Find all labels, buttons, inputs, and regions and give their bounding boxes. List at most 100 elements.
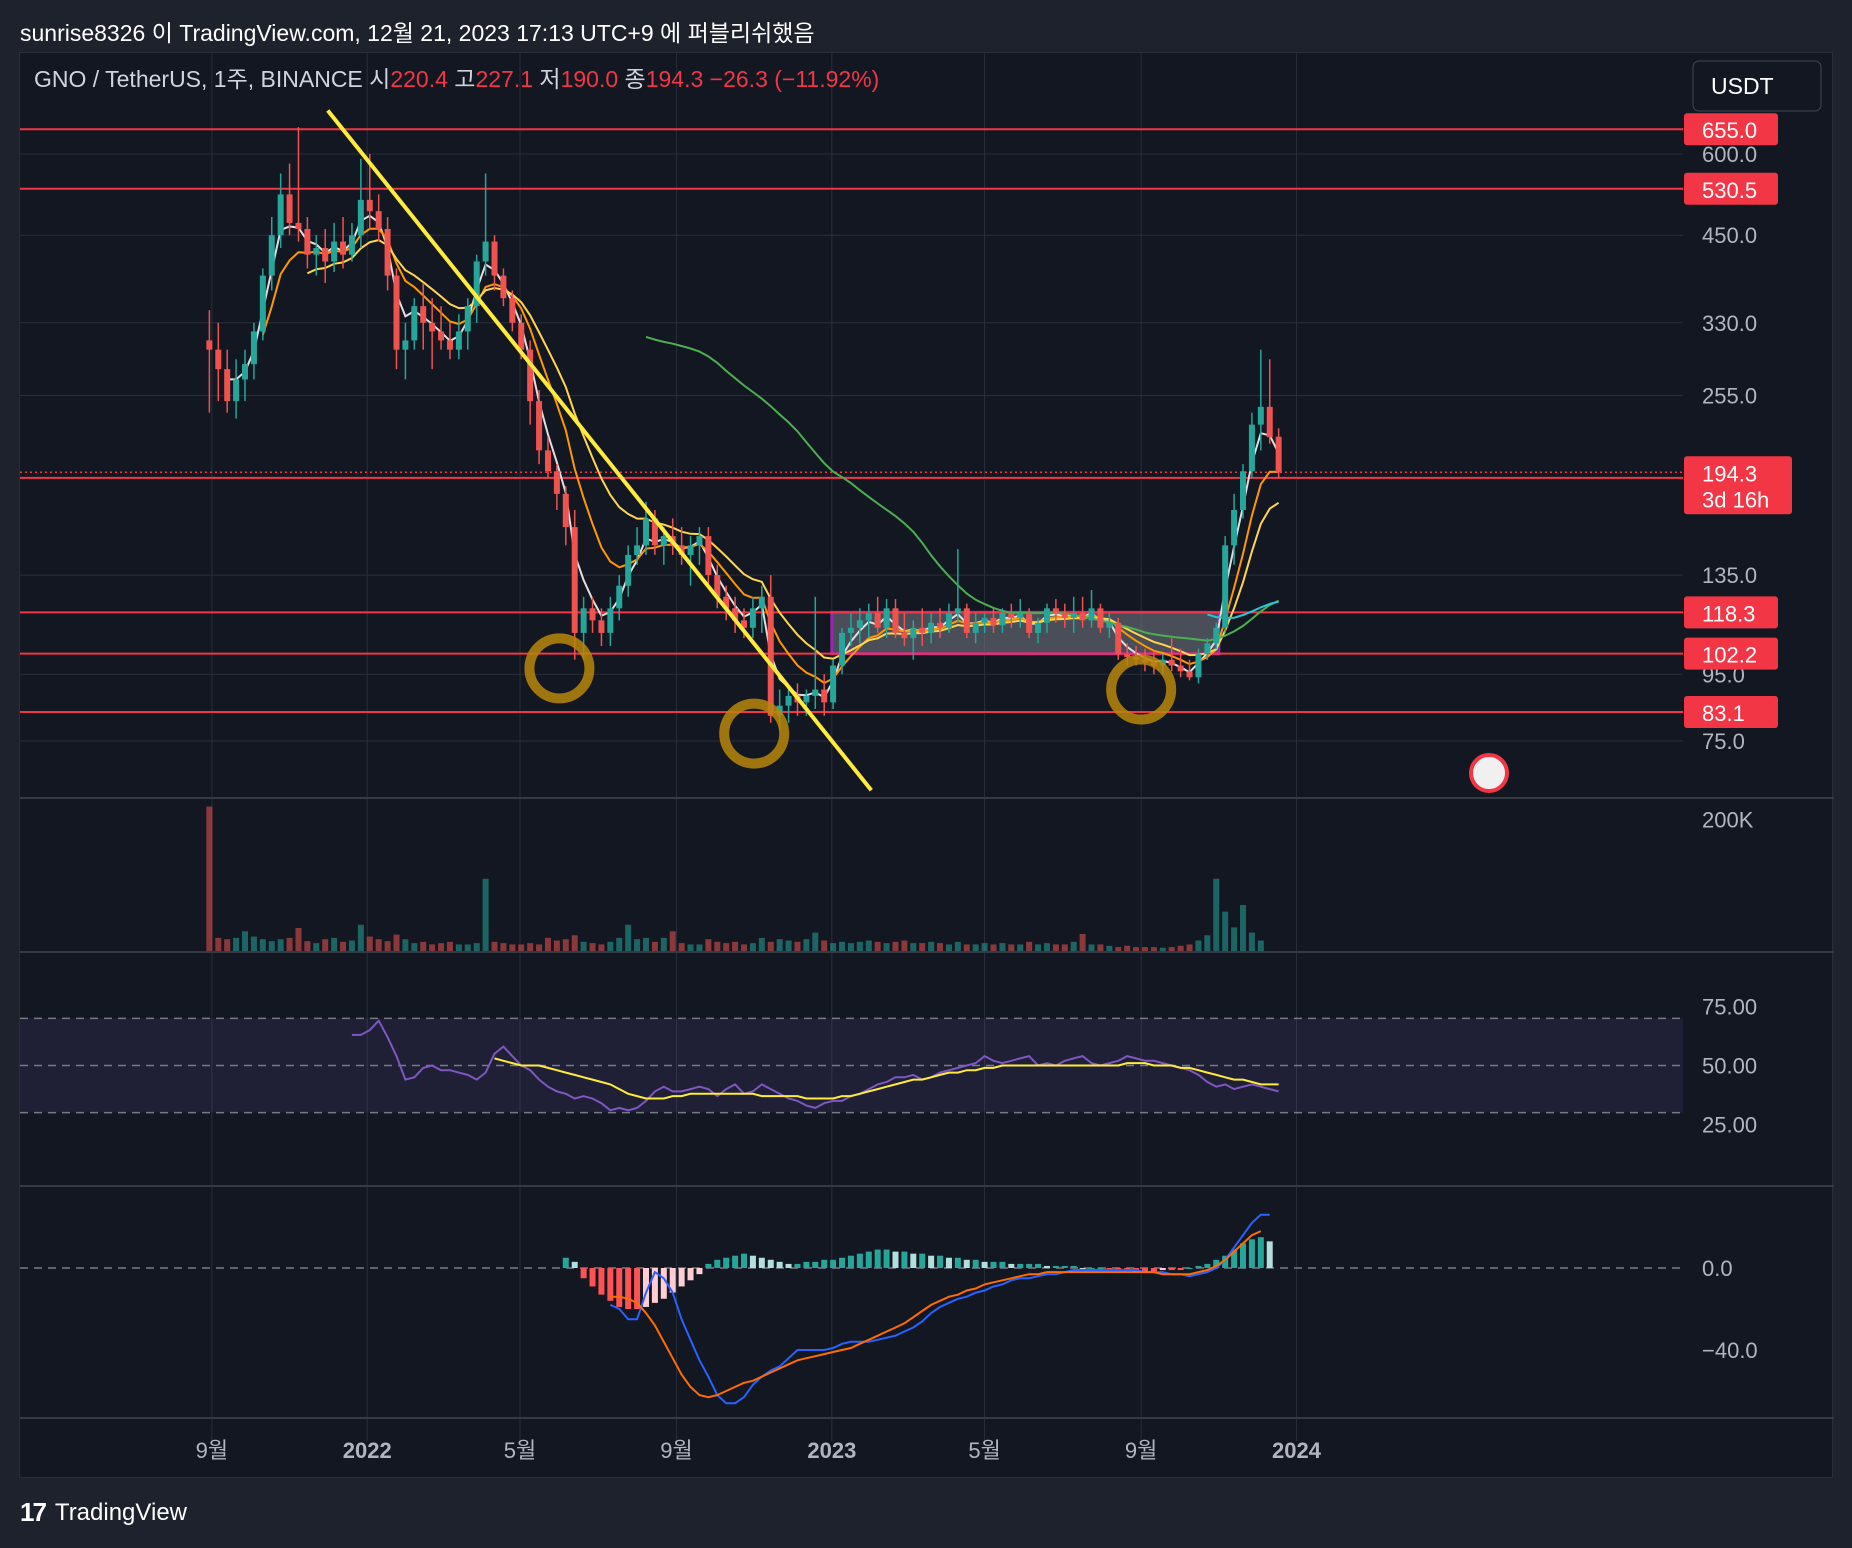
candle-body xyxy=(1079,613,1086,621)
macd-histogram-bar xyxy=(1195,1265,1202,1268)
macd-histogram-bar xyxy=(749,1255,756,1268)
volume-bar xyxy=(571,935,578,951)
macd-histogram-bar xyxy=(1052,1265,1059,1268)
macd-histogram-bar xyxy=(625,1268,632,1309)
macd-histogram-bar xyxy=(571,1261,578,1268)
macd-histogram-bar xyxy=(669,1268,676,1293)
candle-body xyxy=(767,596,774,716)
macd-histogram-bar xyxy=(642,1268,649,1307)
volume-bar xyxy=(1052,944,1059,951)
volume-bar xyxy=(1088,944,1095,951)
volume-bar xyxy=(1026,941,1033,951)
macd-histogram-bar xyxy=(1213,1259,1220,1268)
candle-body xyxy=(741,620,748,628)
volume-bar xyxy=(901,940,908,951)
macd-histogram-bar xyxy=(616,1268,623,1307)
macd-histogram-bar xyxy=(847,1255,854,1268)
macd-histogram-bar xyxy=(901,1251,908,1268)
last-price-badge-bg xyxy=(1684,456,1792,515)
currency-button-label[interactable]: USDT xyxy=(1711,73,1774,99)
footer: 17 TradingView xyxy=(20,1497,187,1528)
volume-bar xyxy=(384,941,391,951)
macd-histogram-bar xyxy=(883,1249,890,1268)
candle-body xyxy=(500,275,507,299)
symbol-legend[interactable]: GNO / TetherUS, 1주, BINANCE 시220.4 고227.… xyxy=(34,66,879,92)
bottom-marker-circle xyxy=(1106,654,1177,725)
candle-body xyxy=(215,349,222,370)
volume-bar xyxy=(1124,945,1131,951)
chart-canvas[interactable]: 600.0450.0330.0255.0135.095.075.0655.053… xyxy=(20,53,1834,1479)
macd-histogram-bar xyxy=(821,1259,828,1268)
legend-low-label: 저 xyxy=(533,66,561,92)
volume-bar xyxy=(500,943,507,951)
macd-histogram-bar xyxy=(714,1259,721,1268)
candle-body xyxy=(1043,608,1050,623)
candle-body xyxy=(536,401,543,451)
macd-histogram-bar xyxy=(1168,1268,1175,1271)
macd-line xyxy=(609,1213,1270,1405)
volume-bar xyxy=(1043,943,1050,951)
macd-histogram-bar xyxy=(741,1253,748,1268)
macd-histogram-bar xyxy=(1248,1239,1255,1268)
candle-body xyxy=(1115,622,1122,655)
candle-body xyxy=(580,608,587,633)
price-axis-tick: 600.0 xyxy=(1702,142,1757,167)
candle-body xyxy=(420,306,427,323)
candle-body xyxy=(1231,510,1238,546)
candle-body xyxy=(562,493,569,528)
candle-body xyxy=(1204,643,1211,655)
volume-bar xyxy=(749,943,756,951)
candle-body xyxy=(322,248,329,262)
macd-histogram-bar xyxy=(758,1257,765,1268)
volume-bar xyxy=(642,937,649,951)
candle-body xyxy=(464,306,471,332)
candle-body xyxy=(687,545,694,555)
volume-bar xyxy=(767,941,774,951)
volume-bar xyxy=(883,943,890,951)
candle-body xyxy=(473,261,480,307)
candle-body xyxy=(259,275,266,332)
candle-body xyxy=(616,585,623,609)
volume-bar xyxy=(1008,944,1015,951)
candle-body xyxy=(758,596,765,609)
price-level-label-bg xyxy=(1684,637,1778,670)
macd-histogram-bar xyxy=(1186,1268,1193,1269)
candle-body xyxy=(1186,671,1193,678)
candle-body xyxy=(999,613,1006,626)
tradingview-logo-icon[interactable]: 17 xyxy=(20,1497,47,1527)
volume-bar xyxy=(937,943,944,951)
macd-histogram-bar xyxy=(562,1257,569,1268)
volume-bar xyxy=(429,944,436,951)
price-axis-tick: 75.0 xyxy=(1702,729,1745,754)
legend-close: 194.3 xyxy=(646,66,704,92)
candle-body xyxy=(1222,545,1229,628)
volume-bar xyxy=(1141,947,1148,951)
candle-body xyxy=(1106,622,1113,628)
macd-histogram-bar xyxy=(945,1257,952,1268)
time-axis-tick: 9월 xyxy=(196,1438,228,1463)
volume-bar xyxy=(509,944,516,951)
volume-bar xyxy=(455,944,462,951)
volume-bar xyxy=(1035,944,1042,951)
macd-histogram-bar xyxy=(660,1268,667,1299)
volume-bar xyxy=(972,944,979,951)
volume-bar xyxy=(963,944,970,951)
brand-name[interactable]: TradingView xyxy=(54,1498,187,1526)
volume-bar xyxy=(206,806,213,951)
us-flag-event-icon[interactable] xyxy=(1469,753,1509,793)
candle-body xyxy=(1195,654,1202,678)
volume-bar xyxy=(1222,911,1229,951)
volume-bar xyxy=(366,936,373,951)
volume-bar xyxy=(259,939,266,951)
candle-body xyxy=(883,608,890,628)
candle-body xyxy=(723,596,730,609)
macd-histogram-bar xyxy=(634,1268,641,1309)
currency-button[interactable] xyxy=(1692,60,1822,112)
candle-body xyxy=(625,554,632,586)
macd-histogram-bar xyxy=(723,1257,730,1268)
candle-body xyxy=(482,241,489,262)
candle-body xyxy=(714,575,721,597)
volume-bar xyxy=(482,878,489,951)
volume-bar xyxy=(589,943,596,951)
downtrend-line xyxy=(326,109,873,792)
